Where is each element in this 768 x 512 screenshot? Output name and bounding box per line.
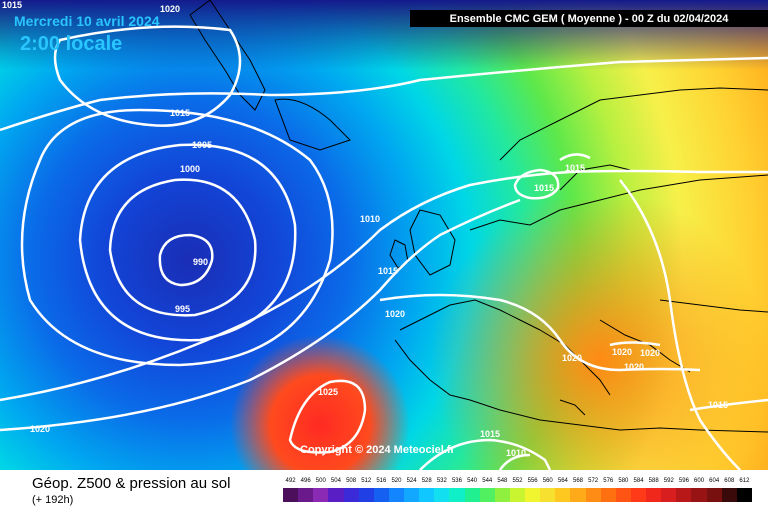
copyright-text: Copyright © 2024 Meteociel.fr [300, 444, 455, 456]
scale-label: 492 [285, 478, 296, 484]
scale-swatch [494, 488, 510, 502]
scale-label: 560 [542, 478, 553, 484]
isobar-label: 1015 [534, 183, 554, 193]
isobar-label: 1010 [360, 214, 380, 224]
scale-label: 536 [451, 478, 462, 484]
scale-label: 520 [391, 478, 402, 484]
isobar-labels: 1020 1015 1005 1000 990 995 1010 1015 10… [30, 4, 728, 458]
scale-label: 512 [361, 478, 372, 484]
isobar-label: 1020 [385, 309, 405, 319]
isobar-label: 1020 [612, 347, 632, 357]
scale-swatch [706, 488, 722, 502]
scale-label: 540 [467, 478, 478, 484]
map-title: Géop. Z500 & pression au sol [32, 475, 231, 492]
scale-swatch [283, 488, 299, 502]
isobars [0, 25, 768, 470]
isobar-label: 1020 [30, 424, 50, 434]
scale-label: 544 [482, 478, 493, 484]
scale-label: 608 [724, 478, 735, 484]
scale-swatch [600, 488, 616, 502]
isobar-label: 1025 [318, 387, 338, 397]
scale-label: 596 [678, 478, 689, 484]
scale-swatch [464, 488, 480, 502]
model-run-info: Ensemble CMC GEM ( Moyenne ) - 00 Z du 0… [410, 10, 768, 27]
isobar-label: 1015 [480, 429, 500, 439]
scale-label: 532 [436, 478, 447, 484]
scale-swatch [373, 488, 389, 502]
scale-swatch [615, 488, 631, 502]
isobar-label: 1015 [565, 163, 585, 173]
scale-swatch [661, 488, 677, 502]
scale-swatch [676, 488, 692, 502]
isobar-label: 1020 [640, 348, 660, 358]
scale-swatch [736, 488, 752, 502]
scale-swatch [328, 488, 344, 502]
scale-swatch [449, 488, 465, 502]
isobar-label: 1000 [180, 164, 200, 174]
scale-label: 600 [694, 478, 705, 484]
scale-label: 548 [497, 478, 508, 484]
scale-swatch [404, 488, 420, 502]
isobar-label: 1020 [562, 353, 582, 363]
scale-label: 580 [618, 478, 629, 484]
scale-swatch [540, 488, 556, 502]
scale-label: 496 [300, 478, 311, 484]
orange-zone [380, 200, 768, 470]
scale-swatch [479, 488, 495, 502]
scale-swatch [555, 488, 571, 502]
scale-swatch [630, 488, 646, 502]
scale-label: 592 [663, 478, 674, 484]
scale-swatch [434, 488, 450, 502]
forecast-date: Mercredi 10 avril 2024 [14, 13, 160, 29]
isobar-label: 1015 [378, 266, 398, 276]
scale-label: 552 [512, 478, 523, 484]
scale-swatch [585, 488, 601, 502]
scale-swatch [358, 488, 374, 502]
scale-swatch [570, 488, 586, 502]
isobar-label: 1020 [160, 4, 180, 14]
scale-swatch [388, 488, 404, 502]
scale-label: 516 [376, 478, 387, 484]
scale-label: 612 [739, 478, 750, 484]
scale-label: 584 [633, 478, 644, 484]
isobar-label: 995 [175, 304, 190, 314]
isobar-label: 1005 [192, 140, 212, 150]
forecast-lead: (+ 192h) [32, 494, 74, 506]
scale-label: 504 [330, 478, 341, 484]
scale-label: 508 [346, 478, 357, 484]
scale-label: 588 [648, 478, 659, 484]
scale-label: 576 [603, 478, 614, 484]
scale-label: 500 [315, 478, 326, 484]
scale-label: 564 [557, 478, 568, 484]
scale-swatch [721, 488, 737, 502]
scale-label: 572 [588, 478, 599, 484]
scale-swatch [343, 488, 359, 502]
scale-label: 524 [406, 478, 417, 484]
isobar-label: 1010 [506, 448, 526, 458]
color-scale: 492 496 500 504 508 512 516 520 524 528 532 536 540 5… [283, 478, 752, 502]
isobar-label: 1015 [170, 108, 190, 118]
scale-swatch [691, 488, 707, 502]
scale-label: 568 [573, 478, 584, 484]
scale-swatch [509, 488, 525, 502]
forecast-time: 2:00 locale [20, 33, 123, 55]
isobar-label: 1015 [708, 400, 728, 410]
scale-swatch [298, 488, 314, 502]
scale-swatch [313, 488, 329, 502]
scale-labels: 492 496 500 504 508 512 516 520 524 528 532 536 540 5… [283, 478, 752, 488]
isobar-label: 990 [193, 257, 208, 267]
weather-map: 1020 1015 1005 1000 990 995 1010 1015 10… [0, 0, 768, 470]
scale-label: 528 [421, 478, 432, 484]
corner-isobar-label: 1015 [2, 0, 23, 10]
scale-label: 604 [709, 478, 720, 484]
scale-bar [283, 488, 752, 502]
red-zone [220, 330, 420, 470]
scale-swatch [419, 488, 435, 502]
scale-label: 556 [527, 478, 538, 484]
isobar-label: 1020 [624, 362, 644, 372]
scale-swatch [646, 488, 662, 502]
scale-swatch [525, 488, 541, 502]
